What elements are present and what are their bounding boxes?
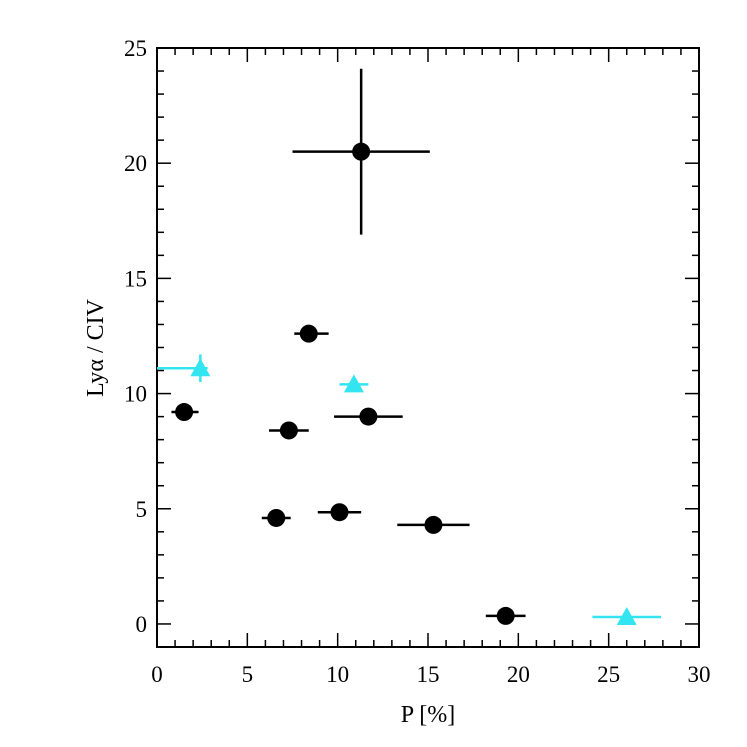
circle-marker bbox=[175, 403, 194, 422]
plot-frame bbox=[156, 47, 700, 648]
error-bars bbox=[157, 68, 662, 619]
circle-marker bbox=[299, 324, 318, 343]
circle-marker bbox=[330, 503, 349, 522]
y-tick-label: 15 bbox=[124, 266, 147, 291]
y-axis-title: Lyα / CIV bbox=[83, 298, 109, 397]
x-tick-label: 25 bbox=[597, 662, 620, 687]
x-tick-label: 10 bbox=[326, 662, 349, 687]
x-tick-label: 20 bbox=[507, 662, 530, 687]
x-tick-label: 30 bbox=[688, 662, 711, 687]
triangle-marker bbox=[616, 607, 637, 626]
y-tick-label: 0 bbox=[136, 612, 148, 637]
triangle-marker bbox=[343, 374, 364, 393]
x-tick-labels: 0 5 10 15 20 25 30 bbox=[151, 662, 710, 687]
x-tick-label: 5 bbox=[242, 662, 254, 687]
y-tick-labels: 0 5 10 15 20 25 bbox=[124, 36, 147, 637]
circle-marker bbox=[279, 421, 298, 440]
circle-marker bbox=[424, 515, 443, 534]
triangle-marker bbox=[190, 358, 211, 377]
x-axis-title: P [%] bbox=[401, 702, 455, 728]
y-tick-label: 25 bbox=[124, 36, 147, 61]
x-tick-label: 15 bbox=[417, 662, 440, 687]
x-tick-label: 0 bbox=[151, 662, 163, 687]
axis-ticks bbox=[156, 47, 700, 648]
data-markers bbox=[175, 142, 637, 626]
circle-marker bbox=[496, 606, 515, 625]
y-tick-label: 20 bbox=[124, 151, 147, 176]
circle-marker bbox=[359, 407, 378, 426]
circle-marker bbox=[267, 508, 286, 527]
y-tick-label: 5 bbox=[136, 497, 148, 522]
circle-marker bbox=[352, 142, 371, 161]
y-tick-label: 10 bbox=[124, 382, 147, 407]
